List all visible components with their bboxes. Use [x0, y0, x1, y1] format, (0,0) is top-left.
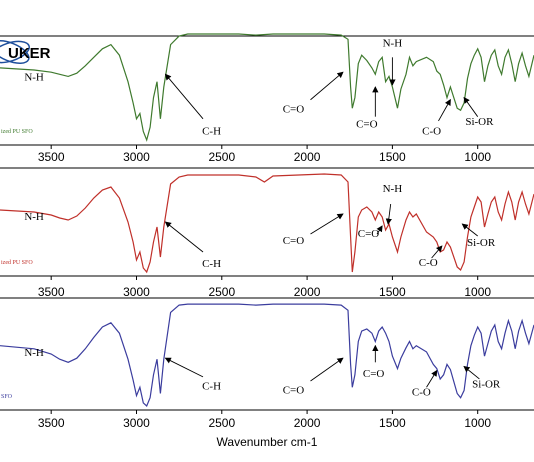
x-axis-label: Wavenumber cm-1 [217, 435, 318, 449]
peak-label: Si-OR [465, 116, 494, 128]
logo-orbit [0, 40, 30, 64]
x-tick-label: 2500 [208, 150, 235, 164]
peak-arrow [310, 71, 344, 101]
x-tick-label: 2500 [208, 285, 235, 299]
x-tick-label: 1500 [379, 150, 406, 164]
sample-labels: ized PU SFO ized PU SFO SFO [1, 129, 33, 400]
peak-arrow [461, 223, 478, 237]
peak-arrow [426, 369, 438, 388]
peak-label: C=O [363, 368, 385, 380]
peak-arrow [164, 221, 204, 253]
peak-arrow [310, 213, 344, 235]
peak-arrow [164, 73, 204, 120]
peak-arrow [438, 98, 451, 122]
peak-arrow [164, 357, 204, 378]
panel-frame [0, 167, 534, 277]
peak-arrow [310, 357, 344, 382]
peak-label: C-H [202, 258, 221, 270]
peak-annotations: N-H C-H C=O N-H C=O C-O Si-OR N-H C-H C=O N-H C=O C-… [24, 38, 501, 399]
sample-label: ized PU SFO [1, 129, 33, 135]
peak-label: C=O [283, 103, 305, 115]
panel-frames [0, 35, 534, 411]
peak-arrow [376, 225, 383, 235]
peak-label: N-H [383, 183, 403, 195]
x-tick-label: 1000 [464, 150, 491, 164]
sample-label: ized PU SFO [1, 260, 33, 266]
peak-label: C=O [356, 118, 378, 130]
x-tick-label: 2000 [294, 285, 321, 299]
peak-label: C=O [283, 385, 305, 397]
peak-arrow [463, 365, 480, 380]
peak-label: N-H [24, 211, 44, 223]
x-tick-label: 1000 [464, 285, 491, 299]
spectrum-line-2 [0, 173, 534, 274]
x-tick-label: 2000 [294, 150, 321, 164]
x-axis-ticks: 3500 3000 2500 2000 1500 1000 3500 3000 2500 2000… [38, 145, 491, 430]
peak-label: Si-OR [472, 378, 501, 390]
x-tick-label: 1500 [379, 416, 406, 430]
x-tick-label: 2500 [208, 416, 235, 430]
peak-label: Si-OR [467, 237, 496, 249]
x-tick-label: 1500 [379, 285, 406, 299]
peak-label: C-O [422, 126, 441, 138]
x-tick-label: 1000 [464, 416, 491, 430]
peak-label: C=O [283, 235, 305, 247]
peak-label: C-H [202, 126, 221, 138]
peak-label: C-O [419, 257, 438, 269]
logo-text: UKER [8, 45, 51, 62]
peak-label: C=O [358, 228, 380, 240]
x-tick-label: 3000 [123, 150, 150, 164]
x-tick-label: 3000 [123, 416, 150, 430]
x-tick-label: 3000 [123, 285, 150, 299]
panel-frame [0, 35, 534, 146]
sample-label: SFO [1, 394, 13, 400]
panel-frame [0, 297, 534, 411]
peak-label: N-H [383, 38, 403, 50]
spectrum-line-3 [0, 303, 534, 408]
peak-label: N-H [24, 347, 44, 359]
x-tick-label: 3500 [38, 150, 65, 164]
spectrum-lines [0, 33, 534, 408]
logo-orbit [0, 40, 30, 64]
x-tick-label: 2000 [294, 416, 321, 430]
peak-arrow [431, 245, 443, 259]
peak-arrow [385, 203, 392, 225]
peak-arrow [463, 96, 479, 117]
peak-label: C-H [202, 380, 221, 392]
peak-label: C-O [412, 387, 431, 399]
peak-label: N-H [24, 72, 44, 84]
x-tick-label: 3500 [38, 416, 65, 430]
spectrum-line-1 [0, 33, 534, 142]
x-tick-label: 3500 [38, 285, 65, 299]
bruker-logo: UKER [0, 40, 51, 64]
